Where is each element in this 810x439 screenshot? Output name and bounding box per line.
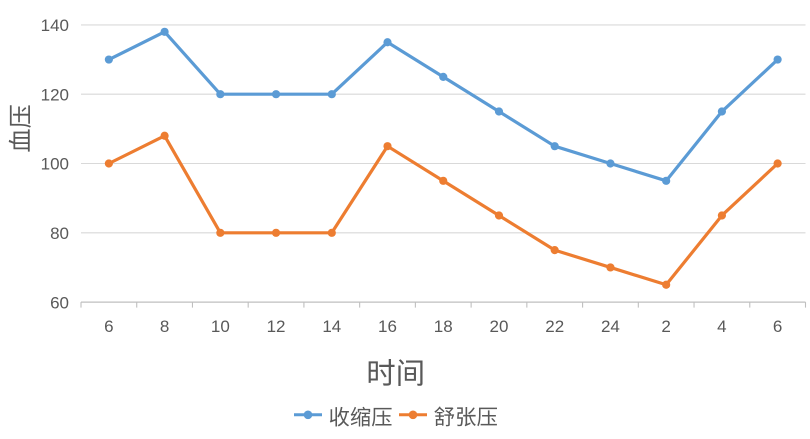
svg-text:22: 22 <box>545 317 564 336</box>
svg-text:14: 14 <box>322 317 341 336</box>
svg-text:24: 24 <box>601 317 620 336</box>
svg-text:12: 12 <box>267 317 286 336</box>
svg-text:8: 8 <box>160 317 169 336</box>
svg-text:6: 6 <box>773 317 782 336</box>
svg-text:20: 20 <box>490 317 509 336</box>
svg-text:4: 4 <box>717 317 726 336</box>
svg-text:140: 140 <box>41 16 69 35</box>
svg-text:18: 18 <box>434 317 453 336</box>
svg-text:60: 60 <box>50 293 69 312</box>
svg-text:10: 10 <box>211 317 230 336</box>
svg-text:2: 2 <box>661 317 670 336</box>
svg-text:16: 16 <box>378 317 397 336</box>
svg-text:120: 120 <box>41 85 69 104</box>
svg-text:80: 80 <box>50 224 69 243</box>
svg-text:100: 100 <box>41 155 69 174</box>
svg-text:6: 6 <box>104 317 113 336</box>
